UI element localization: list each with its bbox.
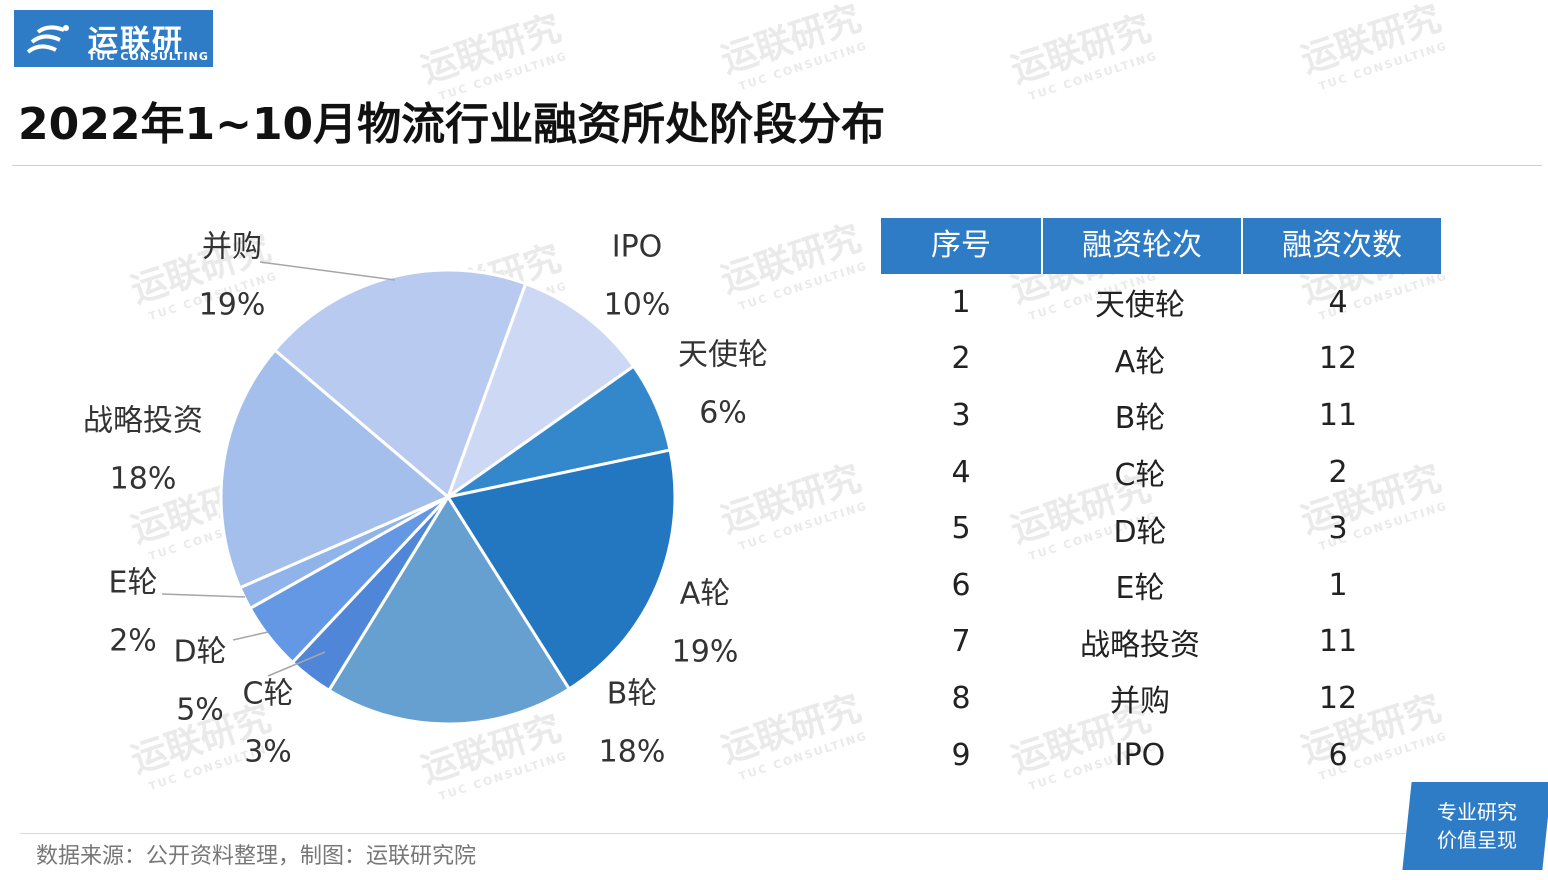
row-round: C轮 xyxy=(1114,458,1166,494)
table-header: 序号 融资轮次 融资次数 xyxy=(881,218,1443,274)
slice-label: C轮 xyxy=(243,677,294,712)
row-round: B轮 xyxy=(1114,401,1166,437)
slice-percent: 10% xyxy=(604,288,671,323)
slice-percent: 18% xyxy=(599,735,666,770)
row-round: 战略投资 xyxy=(1080,627,1200,663)
title-divider xyxy=(12,165,1542,166)
pie-slice xyxy=(444,281,636,501)
badge-line-1: 专业研究 xyxy=(1437,800,1517,824)
row-round: D轮 xyxy=(1113,514,1167,550)
row-count: 3 xyxy=(1328,511,1348,547)
table-row: 1 天使轮 4 xyxy=(881,274,1443,331)
slice-label: E轮 xyxy=(109,566,158,601)
table-row: 4 C轮 2 xyxy=(881,444,1443,501)
table-body: 1 天使轮 4 2 A轮 12 3 B轮 11 4 C轮 2 5 D轮 3 6 E轮 1 7 战略投资 11 8 并购 12 9… xyxy=(881,274,1443,783)
row-index: 3 xyxy=(951,397,971,433)
slice-percent: 18% xyxy=(110,462,177,497)
row-index: 2 xyxy=(951,341,971,377)
table-row: 9 IPO 6 xyxy=(881,727,1443,784)
logo-english-name: TUC CONSULTING xyxy=(88,50,209,63)
pie-slice xyxy=(326,494,572,726)
row-count: 1 xyxy=(1328,567,1348,603)
row-round: 天使轮 xyxy=(1095,288,1185,324)
slice-percent: 6% xyxy=(699,396,747,431)
slice-percent: 19% xyxy=(199,288,266,323)
footer-divider xyxy=(20,833,1415,834)
logo-waves-icon xyxy=(26,25,69,54)
slice-percent: 3% xyxy=(244,735,292,770)
pie-slice xyxy=(272,268,528,500)
badge-line-2: 价值呈现 xyxy=(1437,828,1517,852)
row-count: 11 xyxy=(1318,624,1358,660)
row-count: 12 xyxy=(1318,341,1358,377)
table-row: 3 B轮 11 xyxy=(881,387,1443,444)
header-index: 序号 xyxy=(881,218,1043,274)
slice-label: D轮 xyxy=(173,635,226,670)
row-count: 2 xyxy=(1328,454,1348,490)
source-note: 数据来源：公开资料整理，制图：运联研究院 xyxy=(36,844,477,869)
pie-slice xyxy=(445,448,677,692)
row-round: IPO xyxy=(1114,737,1166,773)
slice-label: 天使轮 xyxy=(678,338,768,373)
row-count: 11 xyxy=(1318,397,1358,433)
slice-percent: 2% xyxy=(109,624,157,659)
table-row: 2 A轮 12 xyxy=(881,331,1443,388)
slice-label: B轮 xyxy=(607,677,658,712)
row-round: A轮 xyxy=(1114,344,1166,380)
logo: 运联研究 TUC CONSULTING xyxy=(14,10,213,103)
slice-label: 并购 xyxy=(202,230,262,265)
row-index: 1 xyxy=(951,284,971,320)
slice-label: A轮 xyxy=(680,577,731,612)
row-round: E轮 xyxy=(1115,571,1165,607)
slogan-badge: 专业研究 价值呈现 xyxy=(1402,782,1548,870)
row-index: 7 xyxy=(951,624,971,660)
slice-percent: 5% xyxy=(176,693,224,728)
page-title: 2022年1~10月物流行业融资所处阶段分布 xyxy=(18,99,886,150)
row-index: 8 xyxy=(951,680,971,716)
row-count: 12 xyxy=(1318,680,1358,716)
slice-label: IPO xyxy=(612,230,663,265)
header-round: 融资轮次 xyxy=(1043,218,1243,274)
table-row: 8 并购 12 xyxy=(881,670,1443,727)
leader-line xyxy=(259,261,396,281)
leader-line xyxy=(161,593,246,598)
slice-label: 战略投资 xyxy=(83,404,203,439)
funding-table: 序号 融资轮次 融资次数 1 天使轮 4 2 A轮 12 3 B轮 11 4 C轮 2 5 D轮 3 6 E轮 1… xyxy=(881,218,1443,783)
row-index: 9 xyxy=(951,737,971,773)
row-count: 6 xyxy=(1328,737,1348,773)
pie-chart: IPO 10%天使轮 6% A轮 19% B轮 18% C轮 3% D轮 5% E轮 2% 战略投资 18%… xyxy=(83,230,768,770)
table-row: 6 E轮 1 xyxy=(881,557,1443,614)
row-round: 并购 xyxy=(1110,684,1170,720)
row-index: 6 xyxy=(951,567,971,603)
table-row: 5 D轮 3 xyxy=(881,500,1443,557)
header-count: 融资次数 xyxy=(1243,218,1443,274)
row-index: 5 xyxy=(951,511,971,547)
row-index: 4 xyxy=(951,454,971,490)
leader-line xyxy=(267,651,326,677)
row-count: 4 xyxy=(1328,284,1348,320)
table-row: 7 战略投资 11 xyxy=(881,614,1443,671)
slice-percent: 19% xyxy=(672,635,739,670)
leader-line xyxy=(232,631,269,641)
logo-name: 运联研究 xyxy=(88,24,184,103)
pie-slice xyxy=(219,347,451,590)
